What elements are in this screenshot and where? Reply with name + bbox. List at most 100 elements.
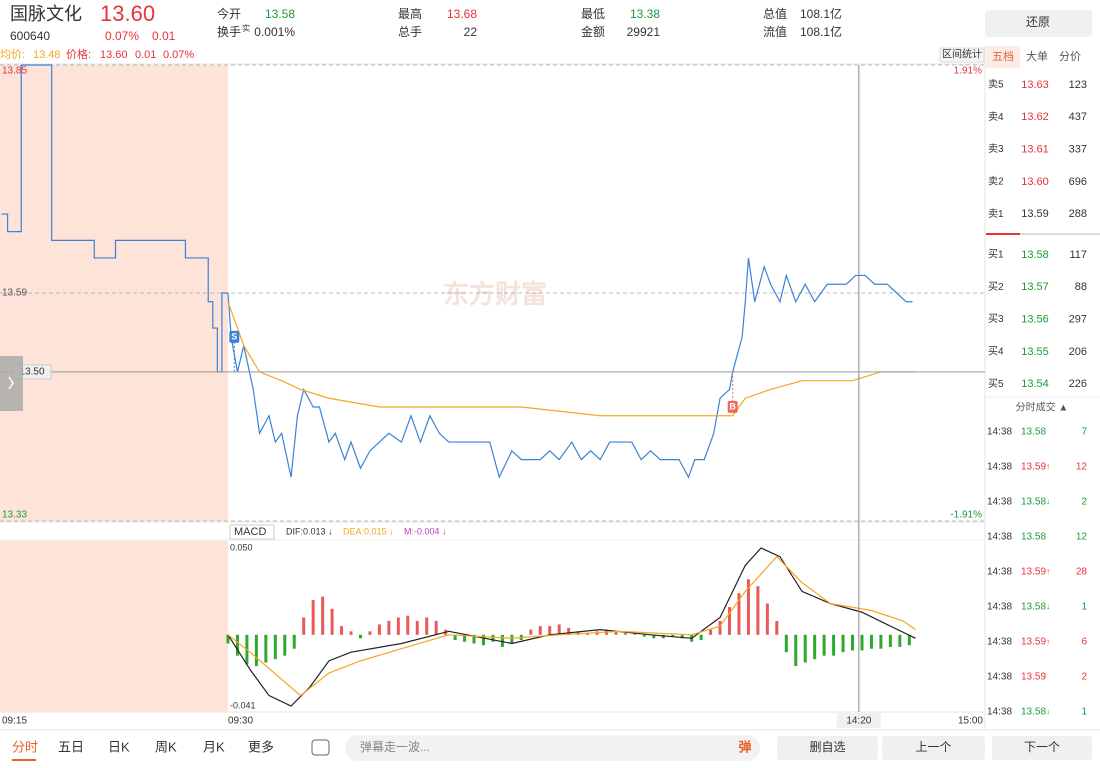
macd-bar <box>832 634 836 656</box>
trade-time: 14:38 <box>987 497 1012 508</box>
range-stats[interactable]: 区间统计 <box>942 48 982 61</box>
macd-indicator: DIF:0.013 ↓ <box>286 526 333 536</box>
trade-price: 13.59 <box>1021 637 1046 648</box>
book-label: 买2 <box>988 281 1004 293</box>
trade-arrow: ↑ <box>1046 567 1050 576</box>
macd-bar <box>623 633 627 635</box>
macd-bar <box>463 634 467 642</box>
trade-time: 14:38 <box>987 602 1012 613</box>
trades-title: 分时成交 ▲ <box>1016 401 1069 414</box>
trade-price: 13.58 <box>1021 427 1046 438</box>
crosshair-x-label: 14:20 <box>846 716 871 727</box>
restore-label[interactable]: 还原 <box>1026 15 1050 29</box>
toolbar-button-label[interactable]: 下一个 <box>1024 740 1060 754</box>
book-volume: 206 <box>1069 346 1087 358</box>
stat-value: 0.001% <box>254 25 295 39</box>
macd-bar <box>311 600 315 635</box>
macd-bar <box>226 634 230 644</box>
side-tab[interactable]: 大单 <box>1026 49 1048 63</box>
toolbar-button[interactable] <box>882 736 985 760</box>
macd-bar <box>548 626 552 635</box>
danmu-input[interactable] <box>345 735 760 761</box>
macd-bar <box>349 631 353 635</box>
danmu-placeholder[interactable]: 弹幕走一波... <box>360 740 430 754</box>
macd-bar <box>822 634 826 656</box>
trade-arrow: ↑ <box>1046 462 1050 471</box>
book-volume: 123 <box>1069 79 1087 91</box>
watermark: 东方财富 <box>443 279 547 309</box>
macd-bar <box>567 627 571 635</box>
period-tab[interactable]: 月K <box>203 739 225 754</box>
macd-bar <box>898 634 902 647</box>
y-tick-label: 13.85 <box>2 66 27 77</box>
danmu-toggle[interactable]: 弹 <box>738 739 751 754</box>
book-label: 卖2 <box>988 176 1004 188</box>
toolbar-button[interactable] <box>777 736 878 760</box>
period-tab[interactable]: 周K <box>155 739 177 754</box>
collapse-handle[interactable] <box>0 356 23 411</box>
range-stats-button[interactable] <box>939 47 985 63</box>
book-label: 卖1 <box>988 208 1004 220</box>
trade-arrow: ↓ <box>1046 497 1050 506</box>
stat-label: 换手 <box>217 25 241 39</box>
side-tab[interactable]: 五档 <box>992 49 1014 63</box>
stat-value: 108.1亿 <box>800 6 842 21</box>
macd-bar <box>500 634 504 647</box>
period-tab[interactable]: 分时 <box>12 739 38 754</box>
macd-bar <box>765 603 769 635</box>
trade-volume: 2 <box>1081 497 1087 508</box>
macd-bar <box>235 634 239 656</box>
macd-bar <box>851 634 855 651</box>
marker-box <box>727 400 738 413</box>
macd-indicator: M:-0.004 ↓ <box>404 526 447 536</box>
y-tick-label: 13.33 <box>2 510 27 521</box>
book-price: 13.54 <box>1021 378 1049 390</box>
macd-bar <box>907 634 911 646</box>
macd-bar <box>425 617 429 635</box>
macd-bar <box>434 620 438 635</box>
macd-bar <box>576 631 580 635</box>
marker-label: B <box>729 401 736 411</box>
trade-volume: 12 <box>1076 532 1088 543</box>
book-label: 买1 <box>988 249 1004 261</box>
period-tab[interactable]: 五日 <box>58 739 84 754</box>
book-label: 买4 <box>988 346 1004 358</box>
macd-bar <box>699 634 703 641</box>
book-volume: 117 <box>1069 249 1087 261</box>
macd-bar <box>330 608 334 635</box>
macd-bar <box>775 620 779 635</box>
period-tab[interactable]: 日K <box>108 739 130 754</box>
stat-label: 总手 <box>398 25 422 39</box>
legend-text: 0.07% <box>163 49 194 61</box>
book-volume: 288 <box>1069 208 1087 220</box>
marker-label: S <box>231 331 237 341</box>
book-price: 13.61 <box>1021 144 1049 156</box>
macd-bar <box>472 634 476 644</box>
macd-bar <box>803 634 807 663</box>
trade-time: 14:38 <box>987 567 1012 578</box>
trade-price: 13.59 <box>1021 672 1046 683</box>
toolbar-button[interactable] <box>992 736 1092 760</box>
trade-price: 13.58 <box>1021 707 1046 718</box>
collapse-arrow[interactable] <box>8 376 14 390</box>
macd-bar <box>321 596 325 635</box>
macd-bar <box>368 631 372 635</box>
change: 0.01 <box>152 29 176 43</box>
macd-bar <box>661 634 665 639</box>
book-volume: 696 <box>1069 176 1087 188</box>
macd-bar <box>718 620 722 635</box>
restore-button[interactable] <box>985 10 1092 37</box>
price-line <box>227 257 913 479</box>
toolbar-button-label[interactable]: 上一个 <box>915 740 951 754</box>
book-price: 13.58 <box>1021 249 1049 261</box>
period-tab[interactable]: 更多 <box>248 739 274 754</box>
stat-value: 13.58 <box>265 7 295 21</box>
stock-code: 600640 <box>10 29 50 43</box>
trade-volume: 6 <box>1081 637 1087 648</box>
macd-bar <box>453 634 457 641</box>
side-tab[interactable]: 分价 <box>1059 50 1081 63</box>
toolbar-button-label[interactable]: 删自选 <box>809 740 845 754</box>
danmu-settings-icon[interactable] <box>311 739 330 756</box>
macd-y-label: 0.050 <box>230 542 253 552</box>
